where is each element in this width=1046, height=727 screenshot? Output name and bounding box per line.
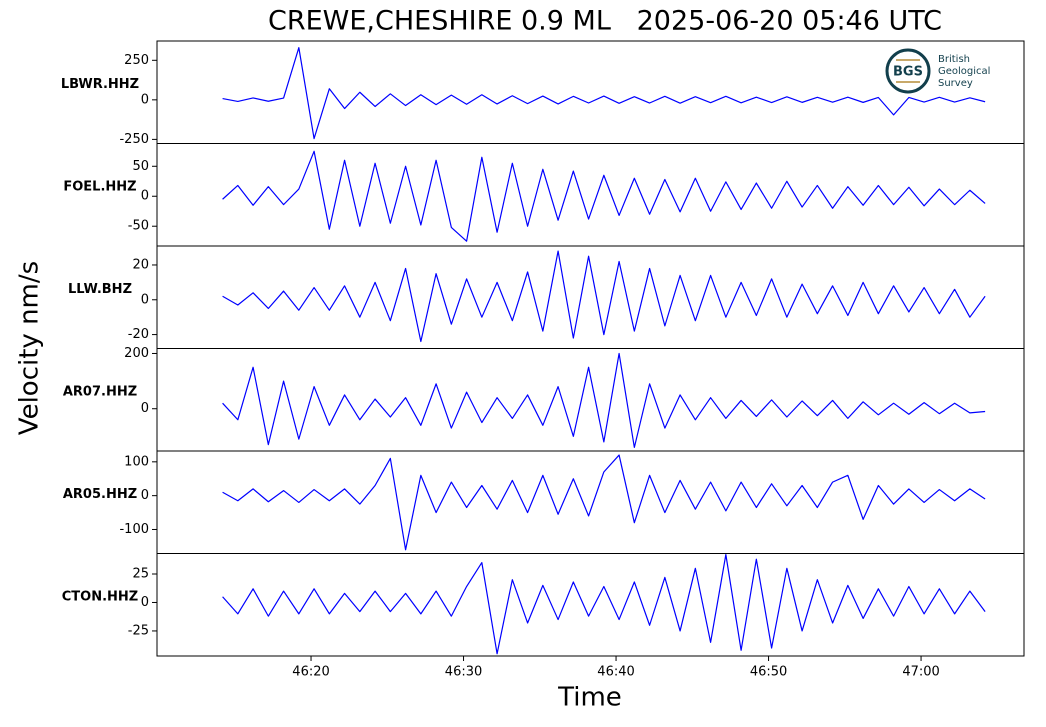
x-tick-label: 46:40 <box>597 665 634 680</box>
x-tick-label: 46:30 <box>445 665 482 680</box>
station-label: LLW.BHZ <box>68 282 132 297</box>
panel-frame <box>156 348 1025 452</box>
y-tick-label: -100 <box>119 522 149 537</box>
station-label: AR07.HHZ <box>63 384 137 399</box>
chart-title: CREWE,CHESHIRE 0.9 ML 2025-06-20 05:46 U… <box>268 6 942 37</box>
panel-frame <box>156 450 1025 554</box>
station-label: AR05.HHZ <box>63 487 137 502</box>
panel-frame <box>156 553 1025 657</box>
logo-text: British <box>938 54 970 65</box>
y-tick-label: 0 <box>141 595 149 610</box>
y-tick-label: 200 <box>124 346 149 361</box>
trace <box>222 250 986 343</box>
x-tick-label: 47:00 <box>902 665 939 680</box>
y-tick-label: 0 <box>141 488 149 503</box>
y-tick-label: 0 <box>141 189 149 204</box>
x-tick-label: 46:50 <box>750 665 787 680</box>
y-tick-label: 250 <box>124 53 149 68</box>
logo-mark: BGS <box>893 65 923 80</box>
trace <box>222 352 986 449</box>
panel-frame <box>156 143 1025 247</box>
y-tick-label: 0 <box>141 401 149 416</box>
logo-text: Geological <box>938 66 990 77</box>
trace <box>222 554 986 655</box>
y-tick-label: -25 <box>128 623 149 638</box>
y-tick-label: 100 <box>124 454 149 469</box>
logo-accent <box>896 59 920 83</box>
y-tick-label: -20 <box>128 327 149 342</box>
trace <box>222 150 986 242</box>
y-tick-label: 50 <box>132 159 149 174</box>
y-tick-label: -250 <box>119 132 149 147</box>
y-axis-label: Velocity nm/s <box>15 261 45 435</box>
x-axis-label: Time <box>557 683 622 713</box>
y-tick-label: 20 <box>132 257 149 272</box>
station-label: FOEL.HHZ <box>63 179 136 194</box>
x-tick-label: 46:20 <box>292 665 329 680</box>
y-tick-label: 0 <box>141 92 149 107</box>
y-tick-label: -50 <box>128 219 149 234</box>
y-tick-label: 0 <box>141 292 149 307</box>
station-label: LBWR.HHZ <box>61 77 139 92</box>
panel-frame <box>156 245 1025 349</box>
station-label: CTON.HHZ <box>62 589 138 604</box>
logo: BGS British Geological Survey <box>885 48 990 94</box>
trace <box>222 454 986 551</box>
trace <box>222 47 986 140</box>
y-tick-label: 25 <box>132 567 149 582</box>
logo-text: Survey <box>938 78 973 89</box>
